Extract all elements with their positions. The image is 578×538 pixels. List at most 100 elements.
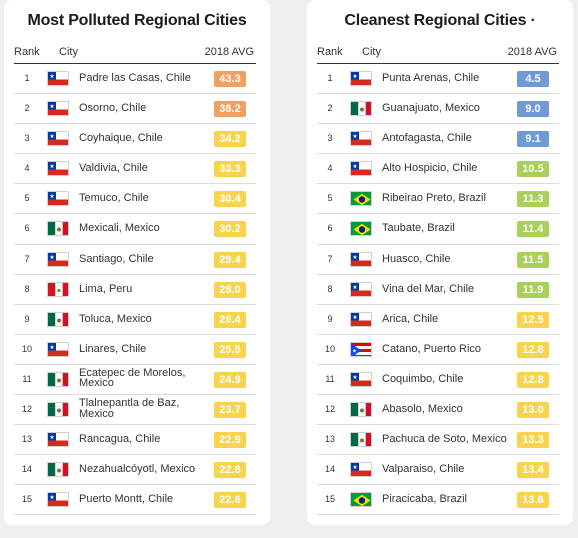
city-name: Pachuca de Soto, Mexico (382, 433, 507, 446)
peru-flag-icon (47, 281, 69, 297)
chile-flag-icon (350, 251, 372, 267)
rank-number: 5 (327, 193, 333, 204)
rank-column-header: Rank (14, 46, 40, 58)
panel-title: Cleanest Regional Cities · (344, 12, 536, 29)
chile-flag-icon (47, 191, 69, 207)
city-column-header: City (59, 46, 78, 58)
aqi-value-badge: 24.9 (214, 371, 246, 388)
table-row: 14 Nezahualcóyotl, Mexico 22.8 (14, 455, 256, 486)
aqi-value-badge: 33.3 (214, 161, 246, 178)
aqi-value-badge: 11.3 (517, 191, 549, 208)
rank-number: 5 (24, 193, 30, 204)
aqi-value-badge: 12.8 (517, 371, 549, 388)
chile-flag-icon (350, 281, 372, 297)
aqi-value-badge: 4.5 (517, 71, 549, 87)
mexico-flag-icon (350, 101, 372, 117)
chile-flag-icon (350, 462, 372, 478)
aqi-value-badge: 26.4 (214, 311, 246, 328)
chile-flag-icon (47, 492, 69, 508)
rank-number: 14 (21, 464, 32, 475)
avg-column-header: 2018 AVG (507, 46, 557, 58)
rank-number: 13 (21, 434, 32, 445)
aqi-value-badge: 13.6 (517, 492, 549, 509)
aqi-value-badge: 10.5 (517, 161, 549, 178)
rank-number: 3 (327, 133, 333, 144)
table-row: 4 Valdivia, Chile 33.3 (14, 154, 256, 185)
table-row: 5 Ribeirao Preto, Brazil 11.3 (317, 184, 559, 215)
aqi-value-badge: 34.2 (214, 131, 246, 148)
city-column-header: City (362, 46, 381, 58)
rank-number: 1 (327, 73, 333, 83)
chile-flag-icon (350, 71, 372, 86)
rank-number: 2 (24, 103, 30, 114)
table-row: 6 Mexicali, Mexico 30.2 (14, 214, 256, 245)
aqi-value-badge: 9.0 (517, 101, 549, 118)
aqi-value-badge: 12.8 (517, 341, 549, 358)
city-name: Mexicali, Mexico (79, 222, 160, 235)
city-name: Santiago, Chile (79, 252, 154, 265)
aqi-value-badge: 22.9 (214, 432, 246, 449)
rank-number: 4 (24, 163, 30, 174)
table-row: 14 Valparaiso, Chile 13.4 (317, 455, 559, 486)
rank-number: 15 (324, 494, 335, 505)
city-name: Taubate, Brazil (382, 222, 455, 235)
aqi-value-badge: 29.4 (214, 251, 246, 268)
city-name: Arica, Chile (382, 312, 439, 325)
city-name: Ecatepec de Morelos, Mexico (79, 366, 186, 390)
aqi-value-badge: 13.0 (517, 402, 549, 419)
table-row: 12 Abasolo, Mexico 13.0 (317, 395, 559, 426)
chile-flag-icon (350, 131, 372, 147)
table-row: 11 Coquimbo, Chile 12.8 (317, 365, 559, 396)
table-row: 15 Piracicaba, Brazil 13.6 (317, 485, 559, 516)
rank-number: 7 (24, 253, 30, 264)
aqi-value-badge: 11.5 (517, 251, 549, 268)
city-name: Antofagasta, Chile (382, 132, 472, 145)
table-row: 5 Temuco, Chile 30.4 (14, 184, 256, 215)
ranking-list: 1 Padre las Casas, Chile 43.3 2 Osorno, Chil… (14, 64, 256, 516)
rank-number: 12 (21, 404, 32, 415)
aqi-value-badge: 23.7 (214, 402, 246, 419)
brazil-flag-icon (350, 191, 372, 207)
rank-number: 7 (327, 253, 333, 264)
table-row: 13 Rancagua, Chile 22.9 (14, 425, 256, 456)
city-name: Toluca, Mexico (79, 312, 152, 325)
city-name: Piracicaba, Brazil (382, 493, 467, 506)
aqi-value-badge: 22.8 (214, 462, 246, 479)
aqi-value-badge: 11.4 (517, 221, 549, 238)
table-row: 4 Alto Hospicio, Chile 10.5 (317, 154, 559, 185)
city-name: Puerto Montt, Chile (79, 493, 174, 506)
aqi-value-badge: 22.6 (214, 492, 246, 509)
mexico-flag-icon (47, 402, 69, 418)
city-name: Valdivia, Chile (79, 162, 148, 175)
chile-flag-icon (47, 71, 69, 86)
most-polluted-panel: Most Polluted Regional Cities Rank City … (4, 0, 270, 525)
table-row: 9 Arica, Chile 12.5 (317, 305, 559, 335)
mexico-flag-icon (47, 462, 69, 478)
city-name: Alto Hospicio, Chile (382, 162, 478, 175)
chile-flag-icon (47, 251, 69, 267)
aqi-value-badge: 25.5 (214, 341, 246, 358)
brazil-flag-icon (350, 492, 372, 508)
table-row: 8 Lima, Peru 28.0 (14, 275, 256, 305)
aqi-value-badge: 13.4 (517, 462, 549, 479)
aqi-value-badge: 28.0 (214, 281, 246, 298)
mexico-flag-icon (350, 432, 372, 448)
table-row: 6 Taubate, Brazil 11.4 (317, 214, 559, 245)
rank-number: 8 (327, 283, 333, 294)
city-name: Padre las Casas, Chile (79, 72, 191, 84)
table-row: 3 Antofagasta, Chile 9.1 (317, 124, 559, 155)
mexico-flag-icon (350, 402, 372, 418)
table-row: 7 Santiago, Chile 29.4 (14, 245, 256, 275)
city-name: Coyhaique, Chile (79, 132, 163, 145)
puerto-rico-flag-icon (350, 341, 372, 357)
rank-number: 6 (327, 223, 333, 234)
city-name: Temuco, Chile (79, 192, 149, 205)
city-name: Huasco, Chile (382, 252, 451, 265)
chile-flag-icon (350, 161, 372, 177)
rank-number: 10 (21, 343, 32, 354)
table-row: 2 Osorno, Chile 38.2 (14, 94, 256, 125)
city-name: Valparaiso, Chile (382, 463, 465, 476)
rank-number: 9 (24, 313, 30, 324)
rank-number: 4 (327, 163, 333, 174)
city-name: Tlalnepantla de Baz, Mexico (79, 397, 180, 420)
